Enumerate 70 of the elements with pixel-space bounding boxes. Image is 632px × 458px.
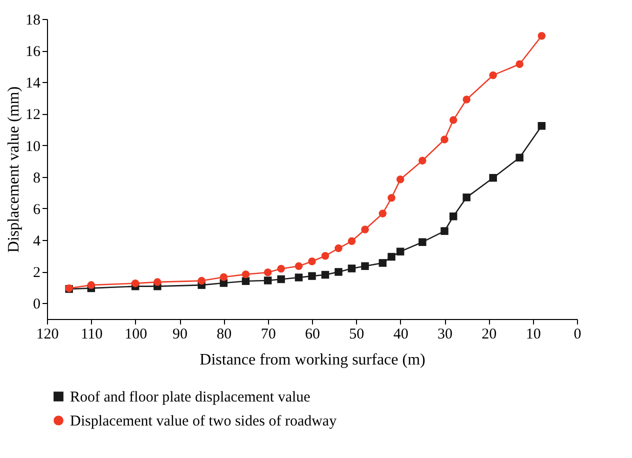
point bbox=[378, 259, 387, 267]
point bbox=[242, 277, 250, 285]
point bbox=[334, 268, 342, 276]
point bbox=[87, 281, 96, 289]
point bbox=[418, 156, 426, 164]
y-tick-label: 6 bbox=[33, 202, 41, 218]
point bbox=[334, 244, 342, 252]
point bbox=[294, 274, 303, 282]
point bbox=[264, 276, 272, 284]
point bbox=[489, 174, 497, 182]
point bbox=[516, 60, 524, 68]
x-tick-label: 10 bbox=[526, 326, 541, 342]
y-tick-label: 16 bbox=[26, 44, 41, 60]
point bbox=[440, 136, 448, 144]
y-tick-label: 2 bbox=[33, 265, 40, 282]
point bbox=[348, 237, 356, 246]
x-tick-label: 60 bbox=[305, 326, 320, 342]
x-tick-label: 90 bbox=[172, 326, 188, 342]
x-tick-label: 80 bbox=[216, 326, 232, 342]
point bbox=[361, 262, 369, 270]
y-tick-label: 12 bbox=[26, 107, 40, 124]
point bbox=[449, 116, 458, 124]
point bbox=[396, 176, 404, 184]
point bbox=[516, 154, 524, 162]
y-tick-label: 0 bbox=[33, 296, 40, 313]
x-tick-label: 120 bbox=[36, 326, 59, 342]
x-tick-label: 100 bbox=[124, 326, 148, 342]
x-axis-title: Distance from working surface (m) bbox=[200, 352, 426, 368]
y-tick-label: 18 bbox=[26, 12, 40, 28]
legend-label: Displacement value of two sides of roadway bbox=[70, 414, 338, 430]
point bbox=[321, 252, 330, 260]
point bbox=[538, 32, 546, 40]
point bbox=[388, 194, 396, 202]
y-tick-label: 8 bbox=[33, 170, 40, 186]
point bbox=[396, 248, 404, 256]
point bbox=[388, 252, 396, 261]
point bbox=[198, 276, 206, 285]
point bbox=[462, 96, 470, 104]
point bbox=[440, 227, 448, 235]
point bbox=[277, 264, 285, 273]
x-tick-label: 110 bbox=[80, 326, 103, 342]
x-tick-label: 20 bbox=[482, 326, 497, 342]
point bbox=[308, 258, 316, 266]
point bbox=[361, 226, 369, 234]
y-tick-label: 10 bbox=[26, 138, 40, 155]
point bbox=[277, 275, 285, 284]
point bbox=[462, 194, 470, 202]
legend-label: Roof and floor plate displacement value bbox=[70, 390, 311, 406]
y-tick-label: 4 bbox=[33, 234, 41, 250]
point bbox=[264, 268, 272, 276]
point bbox=[449, 212, 458, 220]
point bbox=[220, 273, 228, 282]
x-tick-label: 40 bbox=[393, 326, 408, 342]
point bbox=[378, 210, 387, 218]
x-tick-label: 30 bbox=[438, 326, 452, 342]
point bbox=[489, 71, 497, 80]
point bbox=[242, 270, 250, 278]
y-axis-title: Displacement value (mm) bbox=[6, 86, 22, 253]
point bbox=[321, 270, 330, 279]
y-tick-label: 14 bbox=[26, 76, 41, 92]
x-tick-label: 0 bbox=[574, 326, 582, 342]
point bbox=[131, 279, 140, 288]
point bbox=[538, 122, 546, 130]
point bbox=[418, 238, 426, 246]
point bbox=[348, 264, 356, 272]
point bbox=[154, 278, 162, 286]
point bbox=[308, 272, 316, 280]
x-tick-label: 50 bbox=[349, 326, 364, 342]
x-tick-label: 70 bbox=[260, 326, 276, 342]
point bbox=[294, 262, 303, 270]
